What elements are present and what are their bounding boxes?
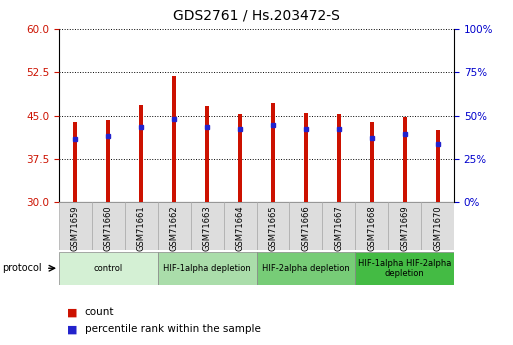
Bar xyxy=(59,252,158,285)
Bar xyxy=(205,106,209,202)
Text: GSM71662: GSM71662 xyxy=(170,206,179,251)
Bar xyxy=(158,252,256,285)
Bar xyxy=(337,114,341,202)
Text: HIF-1alpha HIF-2alpha
depletion: HIF-1alpha HIF-2alpha depletion xyxy=(358,258,451,278)
Text: GSM71659: GSM71659 xyxy=(71,206,80,251)
Bar xyxy=(436,130,440,202)
Text: GSM71661: GSM71661 xyxy=(137,206,146,251)
Bar xyxy=(172,77,176,202)
Bar xyxy=(158,202,191,250)
Text: percentile rank within the sample: percentile rank within the sample xyxy=(85,325,261,334)
Bar xyxy=(271,103,275,202)
Bar xyxy=(106,120,110,202)
Bar xyxy=(191,202,224,250)
Text: control: control xyxy=(94,264,123,273)
Text: GSM71666: GSM71666 xyxy=(301,206,310,252)
Bar xyxy=(125,202,158,250)
Text: ■: ■ xyxy=(67,307,77,317)
Bar xyxy=(388,202,421,250)
Bar xyxy=(256,202,289,250)
Bar xyxy=(370,122,373,202)
Bar xyxy=(59,202,92,250)
Bar xyxy=(140,105,143,202)
Bar xyxy=(322,202,355,250)
Text: GSM71669: GSM71669 xyxy=(400,206,409,251)
Text: HIF-2alpha depletion: HIF-2alpha depletion xyxy=(262,264,350,273)
Bar xyxy=(304,113,308,202)
Bar xyxy=(92,202,125,250)
Text: HIF-1alpha depletion: HIF-1alpha depletion xyxy=(163,264,251,273)
Text: GSM71664: GSM71664 xyxy=(235,206,245,251)
Text: GSM71668: GSM71668 xyxy=(367,206,376,252)
Bar xyxy=(256,252,355,285)
Bar xyxy=(289,202,322,250)
Text: GSM71667: GSM71667 xyxy=(334,206,343,252)
Text: count: count xyxy=(85,307,114,317)
Text: GSM71670: GSM71670 xyxy=(433,206,442,251)
Bar xyxy=(73,122,77,202)
Text: GSM71663: GSM71663 xyxy=(203,206,212,252)
Text: GDS2761 / Hs.203472-S: GDS2761 / Hs.203472-S xyxy=(173,9,340,23)
Text: protocol: protocol xyxy=(3,263,42,273)
Text: GSM71665: GSM71665 xyxy=(268,206,278,251)
Text: GSM71660: GSM71660 xyxy=(104,206,113,251)
Text: ■: ■ xyxy=(67,325,77,334)
Bar xyxy=(421,202,454,250)
Bar xyxy=(355,202,388,250)
Bar xyxy=(355,252,454,285)
Bar xyxy=(238,114,242,202)
Bar xyxy=(224,202,256,250)
Bar xyxy=(403,117,407,202)
